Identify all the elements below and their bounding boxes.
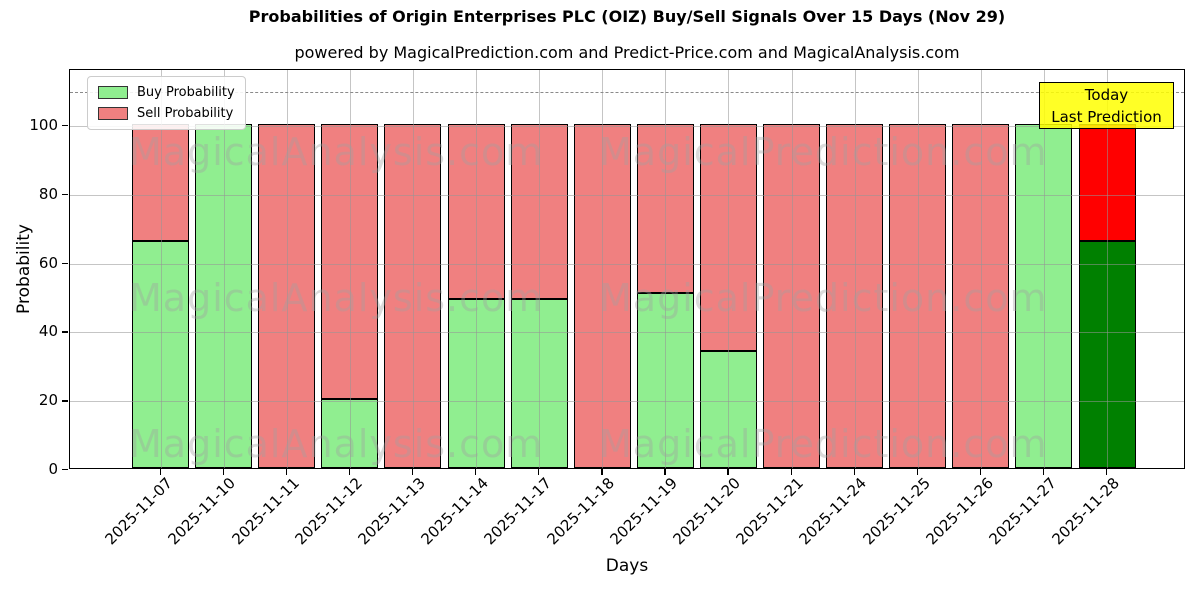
x-tick-label: 2025-11-13 — [354, 474, 429, 549]
y-tick-label: 100 — [29, 116, 58, 134]
gridline-horizontal — [70, 126, 1184, 127]
gridline-vertical — [728, 70, 730, 468]
watermark-text: MagicalPrediction.com — [599, 130, 1048, 174]
x-tick-label: 2025-11-25 — [859, 474, 934, 549]
x-tick-mark — [790, 469, 792, 475]
gridline-vertical — [791, 70, 793, 468]
legend: Buy Probability Sell Probability — [87, 76, 246, 130]
gridline-vertical — [349, 70, 351, 468]
x-tick-mark — [538, 469, 540, 475]
y-tick-mark — [62, 193, 68, 196]
y-tick-label: 40 — [38, 322, 58, 341]
gridline-vertical — [160, 70, 162, 468]
x-tick-mark — [222, 469, 224, 475]
legend-item-buy: Buy Probability — [98, 84, 235, 101]
plot-area: Buy Probability Sell Probability Today L… — [69, 69, 1185, 469]
x-tick-mark — [1042, 469, 1045, 475]
x-tick-mark — [664, 469, 666, 475]
x-tick-mark — [348, 469, 351, 475]
gridline-vertical — [1043, 70, 1045, 468]
legend-label-buy: Buy Probability — [137, 85, 235, 100]
x-tick-mark — [727, 469, 729, 475]
x-tick-label: 2025-11-11 — [228, 474, 303, 549]
y-tick-mark — [62, 331, 68, 333]
x-tick-label: 2025-11-27 — [985, 474, 1060, 549]
x-tick-mark — [475, 469, 477, 475]
today-annotation-line2: Last Prediction — [1051, 108, 1162, 126]
gridline-vertical — [476, 70, 477, 468]
gridline-vertical — [665, 70, 667, 468]
x-tick-label: 2025-11-07 — [101, 474, 177, 549]
buy-swatch-icon — [98, 86, 128, 99]
y-tick-label: 60 — [38, 253, 58, 272]
x-tick-label: 2025-11-14 — [417, 474, 492, 549]
threshold-dashed-line — [70, 92, 1184, 93]
y-tick-mark — [62, 262, 68, 264]
x-tick-label: 2025-11-19 — [606, 474, 682, 549]
legend-item-sell: Sell Probability — [98, 105, 235, 122]
y-tick-mark — [62, 125, 68, 127]
x-tick-label: 2025-11-10 — [164, 474, 240, 549]
y-tick-label: 0 — [48, 460, 58, 478]
x-tick-mark — [285, 469, 288, 475]
x-tick-label: 2025-11-17 — [480, 474, 555, 549]
gridline-horizontal — [70, 401, 1184, 403]
x-tick-label: 2025-11-18 — [543, 474, 618, 549]
watermark-text: MagicalAnalysis.com — [129, 276, 544, 320]
watermark-text: MagicalAnalysis.com — [129, 422, 544, 466]
x-tick-label: 2025-11-20 — [669, 474, 745, 549]
x-tick-mark — [601, 469, 603, 475]
gridline-vertical — [539, 70, 541, 468]
gridline-vertical — [980, 70, 982, 468]
x-axis-label: Days — [605, 556, 649, 576]
x-tick-mark — [916, 469, 919, 475]
x-tick-label: 2025-11-21 — [732, 474, 808, 549]
y-tick-mark — [62, 400, 68, 402]
x-tick-mark — [159, 469, 161, 475]
y-tick-label: 80 — [38, 184, 58, 203]
chart-title: Probabilities of Origin Enterprises PLC … — [248, 7, 1006, 26]
today-annotation-line1: Today — [1084, 86, 1129, 104]
sell-swatch-icon — [98, 107, 128, 120]
x-tick-label: 2025-11-28 — [1048, 474, 1123, 549]
today-annotation: Today Last Prediction — [1039, 82, 1174, 129]
gridline-horizontal — [70, 194, 1184, 196]
x-tick-mark — [411, 469, 414, 475]
gridline-vertical — [286, 70, 288, 468]
gridline-horizontal — [70, 332, 1184, 334]
gridline-vertical — [223, 70, 225, 468]
x-tick-mark — [853, 469, 855, 475]
watermark-text: MagicalPrediction.com — [599, 422, 1048, 466]
y-tick-label: 20 — [38, 391, 58, 410]
x-tick-mark — [1106, 469, 1108, 475]
watermark-text: MagicalPrediction.com — [599, 276, 1048, 320]
y-tick-mark — [62, 469, 68, 471]
gridline-horizontal — [70, 263, 1184, 265]
x-tick-mark — [979, 469, 982, 475]
gridline-vertical — [854, 70, 856, 468]
gridline-vertical — [602, 70, 604, 468]
gridline-vertical — [917, 70, 919, 468]
legend-label-sell: Sell Probability — [137, 106, 234, 121]
gridline-vertical — [1107, 70, 1108, 468]
x-tick-label: 2025-11-24 — [795, 474, 871, 549]
watermark-text: MagicalAnalysis.com — [129, 130, 544, 174]
chart-subtitle: powered by MagicalPrediction.com and Pre… — [294, 43, 960, 62]
gridline-vertical — [412, 70, 414, 468]
